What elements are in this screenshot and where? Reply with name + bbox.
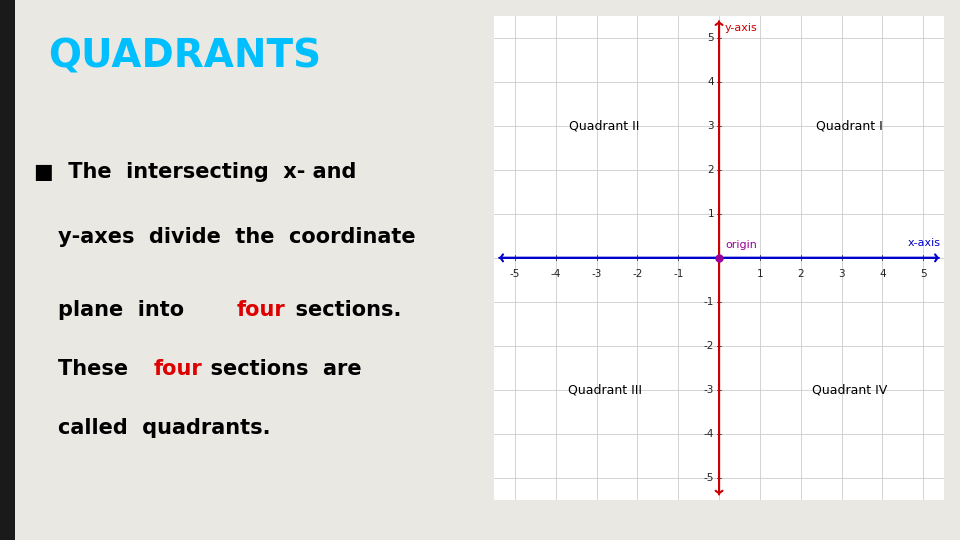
Text: 5: 5 <box>920 269 926 279</box>
Text: ■  The  intersecting  x- and: ■ The intersecting x- and <box>35 162 357 182</box>
Text: 4: 4 <box>879 269 886 279</box>
Text: 5: 5 <box>708 33 714 43</box>
Text: -2: -2 <box>633 269 642 279</box>
Text: -3: -3 <box>591 269 602 279</box>
Text: sections  are: sections are <box>196 359 362 379</box>
Text: Quadrant II: Quadrant II <box>569 119 640 132</box>
Text: 1: 1 <box>756 269 763 279</box>
Text: -5: -5 <box>704 472 714 483</box>
Text: These: These <box>59 359 143 379</box>
Text: -3: -3 <box>704 384 714 395</box>
Text: x-axis: x-axis <box>907 238 941 248</box>
Text: four: four <box>154 359 202 379</box>
Text: 1: 1 <box>708 209 714 219</box>
Text: 3: 3 <box>708 121 714 131</box>
Text: origin: origin <box>725 240 757 250</box>
Text: sections.: sections. <box>281 300 402 320</box>
Text: -5: -5 <box>510 269 520 279</box>
Text: -1: -1 <box>704 297 714 307</box>
Text: -1: -1 <box>673 269 684 279</box>
Text: -4: -4 <box>704 429 714 438</box>
Text: 2: 2 <box>708 165 714 175</box>
Text: 4: 4 <box>708 77 714 87</box>
Text: Quadrant III: Quadrant III <box>567 383 641 396</box>
Text: 2: 2 <box>798 269 804 279</box>
Text: 3: 3 <box>838 269 845 279</box>
Text: QUADRANTS: QUADRANTS <box>49 38 322 76</box>
Text: y-axes  divide  the  coordinate: y-axes divide the coordinate <box>59 227 416 247</box>
Text: four: four <box>236 300 285 320</box>
Text: -2: -2 <box>704 341 714 350</box>
Text: called  quadrants.: called quadrants. <box>59 418 271 438</box>
Text: plane  into: plane into <box>59 300 199 320</box>
Text: y-axis: y-axis <box>725 23 757 33</box>
Text: Quadrant IV: Quadrant IV <box>812 383 887 396</box>
Text: Quadrant I: Quadrant I <box>816 119 883 132</box>
Text: -4: -4 <box>550 269 561 279</box>
